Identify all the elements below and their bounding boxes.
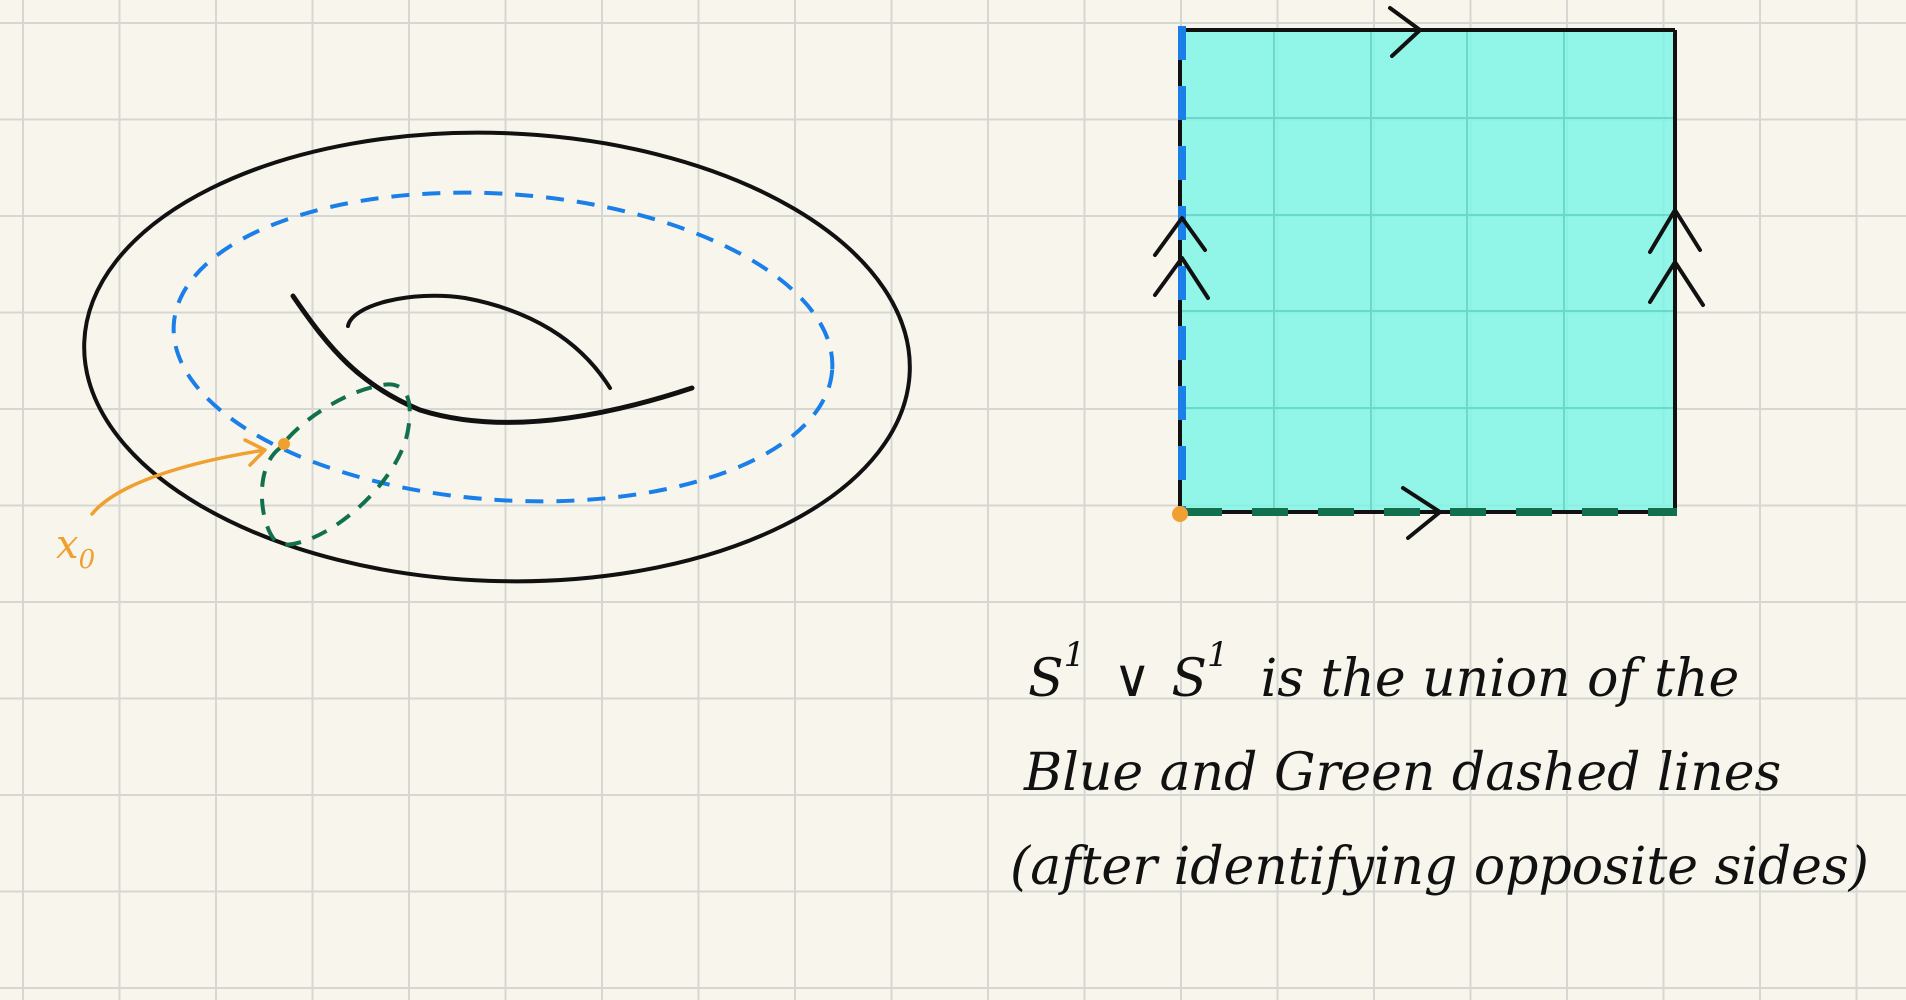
torus-hole-lower-curve	[290, 293, 695, 425]
blue-dashed-loop	[171, 190, 835, 504]
square-basepoint-dot	[1172, 506, 1188, 522]
basepoint-pointer-arrow	[90, 438, 267, 516]
basepoint-dot	[278, 438, 290, 450]
right-edge-double-arrow	[1648, 208, 1705, 307]
caption-line-1: S1 ∨ S1 is the union of the	[1028, 635, 1739, 709]
fundamental-square	[1153, 6, 1705, 540]
left-edge-double-arrow	[1153, 216, 1210, 300]
square-grid-overlay	[1180, 30, 1677, 512]
caption-line-2: Blue and Green dashed lines	[1023, 743, 1781, 803]
basepoint-label: x0	[56, 522, 95, 575]
torus-outer-outline	[82, 130, 912, 584]
caption: S1 ∨ S1 is the union of the Blue and Green …	[1010, 635, 1869, 897]
top-edge-arrow	[1388, 6, 1422, 58]
square-fill	[1180, 30, 1677, 512]
torus-hole-upper-curve	[346, 293, 612, 390]
caption-line-3: (after identifying opposite sides)	[1010, 837, 1869, 897]
green-dashed-loop	[259, 382, 412, 548]
torus-drawing: x0	[56, 130, 912, 584]
bottom-edge-arrow	[1401, 486, 1442, 540]
